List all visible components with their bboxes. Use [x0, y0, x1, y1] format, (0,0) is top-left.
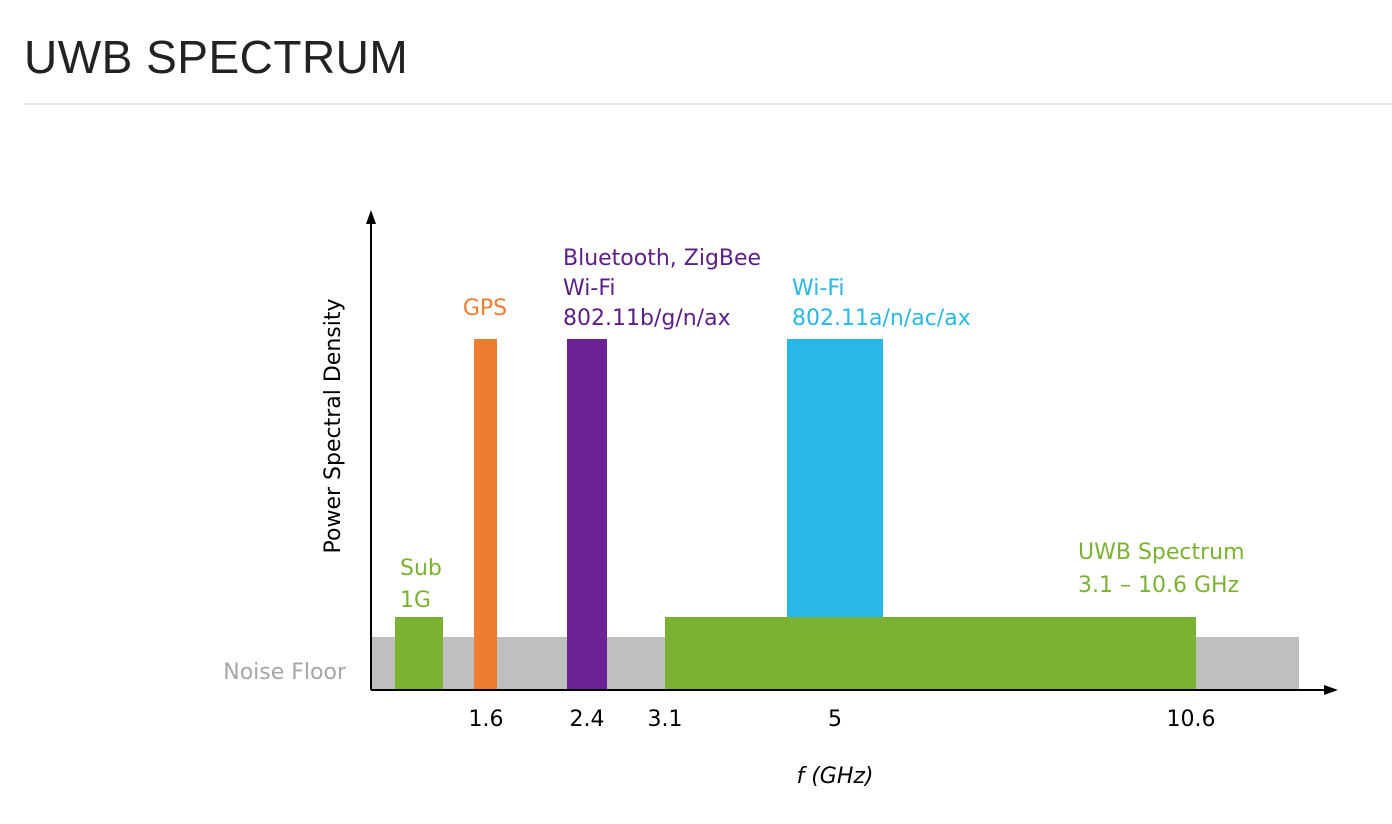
band-sub1g: [395, 617, 443, 690]
band-label-bluetooth-line3: 802.11b/g/n/ax: [563, 306, 731, 331]
x-tick-label: 3.1: [648, 707, 683, 732]
x-axis-label: f (GHz): [796, 764, 873, 789]
band-label-bluetooth-line1: Bluetooth, ZigBee: [563, 246, 761, 271]
y-axis-label: Power Spectral Density: [321, 299, 346, 554]
band-uwb: [665, 617, 1196, 690]
band-label-sub1g-line2: 1G: [400, 588, 431, 613]
band-label-uwb-line1: UWB Spectrum: [1078, 540, 1245, 565]
x-tick-label: 10.6: [1167, 707, 1216, 732]
x-tick-label: 2.4: [570, 707, 605, 732]
band-bluetooth: [567, 339, 607, 690]
title-divider: [24, 103, 1392, 105]
band-label-uwb-line2: 3.1 – 10.6 GHz: [1078, 573, 1239, 598]
band-label-wifi5-line1: Wi-Fi: [792, 276, 845, 301]
y-axis-arrow: [366, 210, 376, 224]
band-label-bluetooth-line2: Wi-Fi: [563, 276, 616, 301]
noise-floor-label: Noise Floor: [223, 660, 347, 685]
band-gps: [474, 339, 497, 690]
page-title: UWB SPECTRUM: [24, 31, 409, 83]
x-tick-label: 5: [828, 707, 842, 732]
x-axis-arrow: [1324, 685, 1338, 695]
band-label-sub1g-line1: Sub: [400, 556, 442, 581]
band-label-wifi5-line2: 802.11a/n/ac/ax: [792, 306, 971, 331]
band-label-gps: GPS: [463, 296, 507, 321]
band-wifi-5ghz: [787, 339, 883, 617]
x-tick-label: 1.6: [469, 707, 504, 732]
